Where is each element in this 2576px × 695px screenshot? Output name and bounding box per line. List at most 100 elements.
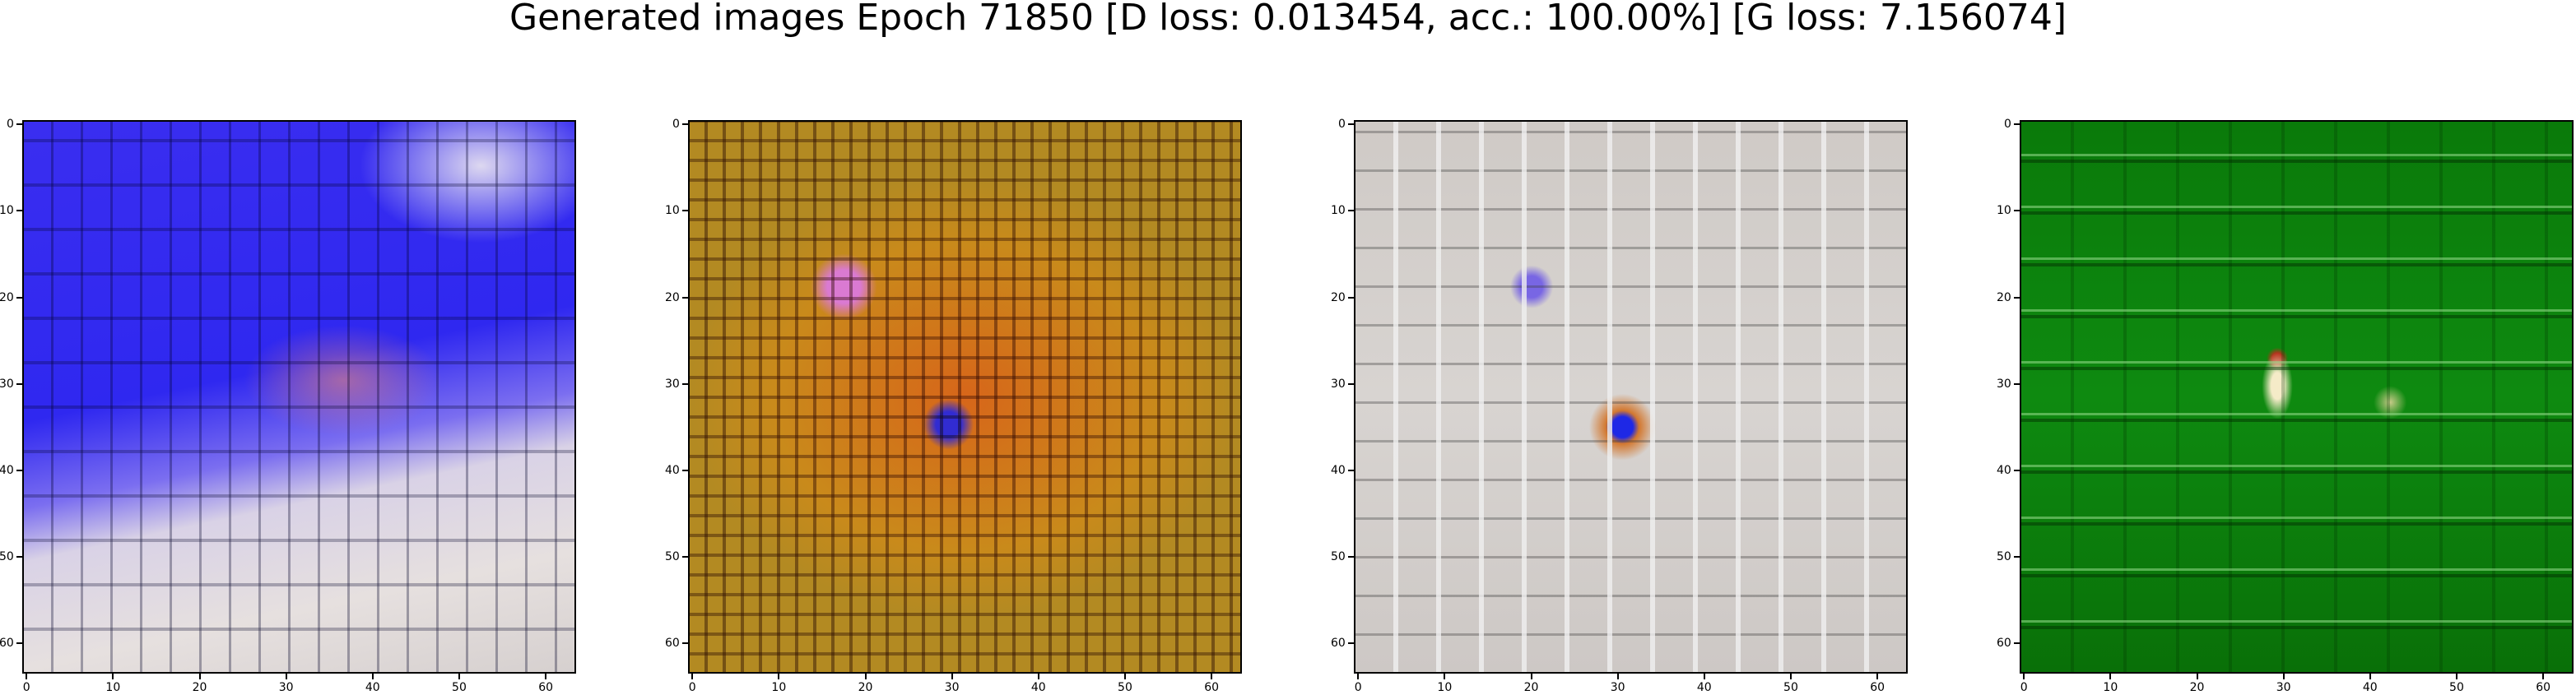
x-tick-label: 50 — [1783, 681, 1798, 694]
x-tick-mark — [2542, 674, 2545, 679]
x-tick-mark — [1211, 674, 1213, 679]
y-tick-mark — [1348, 296, 1354, 299]
y-tick-label: 60 — [1997, 637, 2011, 651]
generated-image-2-pixels — [690, 122, 1240, 672]
y-tick-label: 40 — [0, 463, 14, 477]
y-tick-label: 20 — [1997, 290, 2011, 304]
y-tick-label: 10 — [1997, 204, 2011, 218]
y-tick-mark — [1348, 642, 1354, 645]
y-tick-mark — [16, 296, 22, 299]
x-tick-label: 40 — [365, 681, 380, 694]
y-tick-label: 0 — [1338, 118, 1346, 132]
y-tick-mark — [16, 642, 22, 645]
y-tick-mark — [2014, 556, 2020, 558]
x-tick-mark — [864, 674, 867, 679]
x-tick-label: 20 — [858, 681, 873, 694]
x-tick-mark — [1444, 674, 1446, 679]
y-tick-label: 20 — [0, 290, 14, 304]
y-tick-label: 50 — [1997, 550, 2011, 564]
x-tick-label: 40 — [1696, 681, 1712, 694]
y-tick-label: 0 — [2004, 118, 2011, 132]
x-tick-mark — [691, 674, 694, 679]
y-tick-mark — [2014, 642, 2020, 645]
x-tick-mark — [1530, 674, 1532, 679]
x-tick-label: 50 — [452, 681, 467, 694]
x-tick-mark — [1876, 674, 1879, 679]
x-tick-label: 10 — [105, 681, 121, 694]
x-tick-mark — [2282, 674, 2285, 679]
x-tick-label: 30 — [1610, 681, 1625, 694]
x-tick-mark — [458, 674, 461, 679]
generated-image-4 — [2020, 120, 2574, 674]
y-tick-mark — [2014, 469, 2020, 471]
x-tick-mark — [1703, 674, 1705, 679]
y-tick-mark — [1348, 210, 1354, 212]
generated-image-4-texture — [2021, 122, 2572, 672]
x-tick-label: 10 — [771, 681, 787, 694]
y-tick-mark — [1348, 556, 1354, 558]
x-tick-label: 0 — [2020, 681, 2028, 694]
x-tick-label: 20 — [2189, 681, 2205, 694]
x-tick-mark — [198, 674, 201, 679]
x-tick-mark — [112, 674, 114, 679]
x-tick-mark — [285, 674, 287, 679]
y-tick-mark — [682, 123, 688, 126]
x-tick-mark — [2369, 674, 2371, 679]
y-tick-label: 60 — [665, 637, 680, 651]
y-tick-label: 10 — [0, 204, 14, 218]
x-tick-label: 60 — [538, 681, 554, 694]
x-tick-label: 60 — [1204, 681, 1220, 694]
generated-image-1 — [22, 120, 576, 674]
x-tick-mark — [951, 674, 953, 679]
y-tick-mark — [16, 382, 22, 385]
y-tick-mark — [2014, 123, 2020, 126]
y-tick-label: 0 — [672, 118, 680, 132]
x-tick-label: 10 — [2103, 681, 2118, 694]
generated-image-3 — [1354, 120, 1908, 674]
y-tick-mark — [682, 210, 688, 212]
y-tick-label: 40 — [1331, 463, 1346, 477]
y-tick-mark — [2014, 210, 2020, 212]
y-tick-label: 60 — [0, 637, 14, 651]
x-tick-label: 0 — [1354, 681, 1362, 694]
y-tick-label: 50 — [665, 550, 680, 564]
x-tick-label: 30 — [944, 681, 960, 694]
y-tick-mark — [1348, 382, 1354, 385]
x-tick-mark — [545, 674, 547, 679]
y-tick-label: 30 — [1331, 377, 1346, 391]
y-tick-mark — [16, 556, 22, 558]
generated-image-2-texture — [690, 122, 1240, 672]
generated-image-2 — [688, 120, 1242, 674]
x-tick-mark — [26, 674, 28, 679]
x-tick-mark — [2196, 674, 2198, 679]
x-tick-label: 10 — [1437, 681, 1453, 694]
y-tick-label: 40 — [665, 463, 680, 477]
y-tick-label: 50 — [0, 550, 14, 564]
x-tick-label: 30 — [278, 681, 294, 694]
y-tick-label: 10 — [1331, 204, 1346, 218]
x-tick-mark — [1124, 674, 1127, 679]
x-tick-label: 60 — [1870, 681, 1886, 694]
x-tick-label: 40 — [2362, 681, 2378, 694]
y-tick-mark — [2014, 382, 2020, 385]
y-tick-mark — [1348, 469, 1354, 471]
y-tick-label: 30 — [0, 377, 14, 391]
y-tick-mark — [682, 556, 688, 558]
x-tick-mark — [1616, 674, 1619, 679]
y-tick-mark — [16, 469, 22, 471]
x-tick-mark — [1357, 674, 1360, 679]
y-tick-label: 60 — [1331, 637, 1346, 651]
x-tick-label: 30 — [2276, 681, 2291, 694]
y-tick-label: 20 — [665, 290, 680, 304]
x-tick-mark — [371, 674, 374, 679]
y-tick-mark — [16, 210, 22, 212]
x-tick-mark — [1790, 674, 1793, 679]
y-tick-mark — [682, 382, 688, 385]
x-tick-label: 60 — [2536, 681, 2551, 694]
x-tick-mark — [778, 674, 780, 679]
x-tick-mark — [2456, 674, 2458, 679]
generated-image-1-texture — [24, 122, 574, 672]
generated-image-3-texture — [1355, 122, 1906, 672]
y-tick-mark — [1348, 123, 1354, 126]
x-tick-label: 50 — [2449, 681, 2464, 694]
